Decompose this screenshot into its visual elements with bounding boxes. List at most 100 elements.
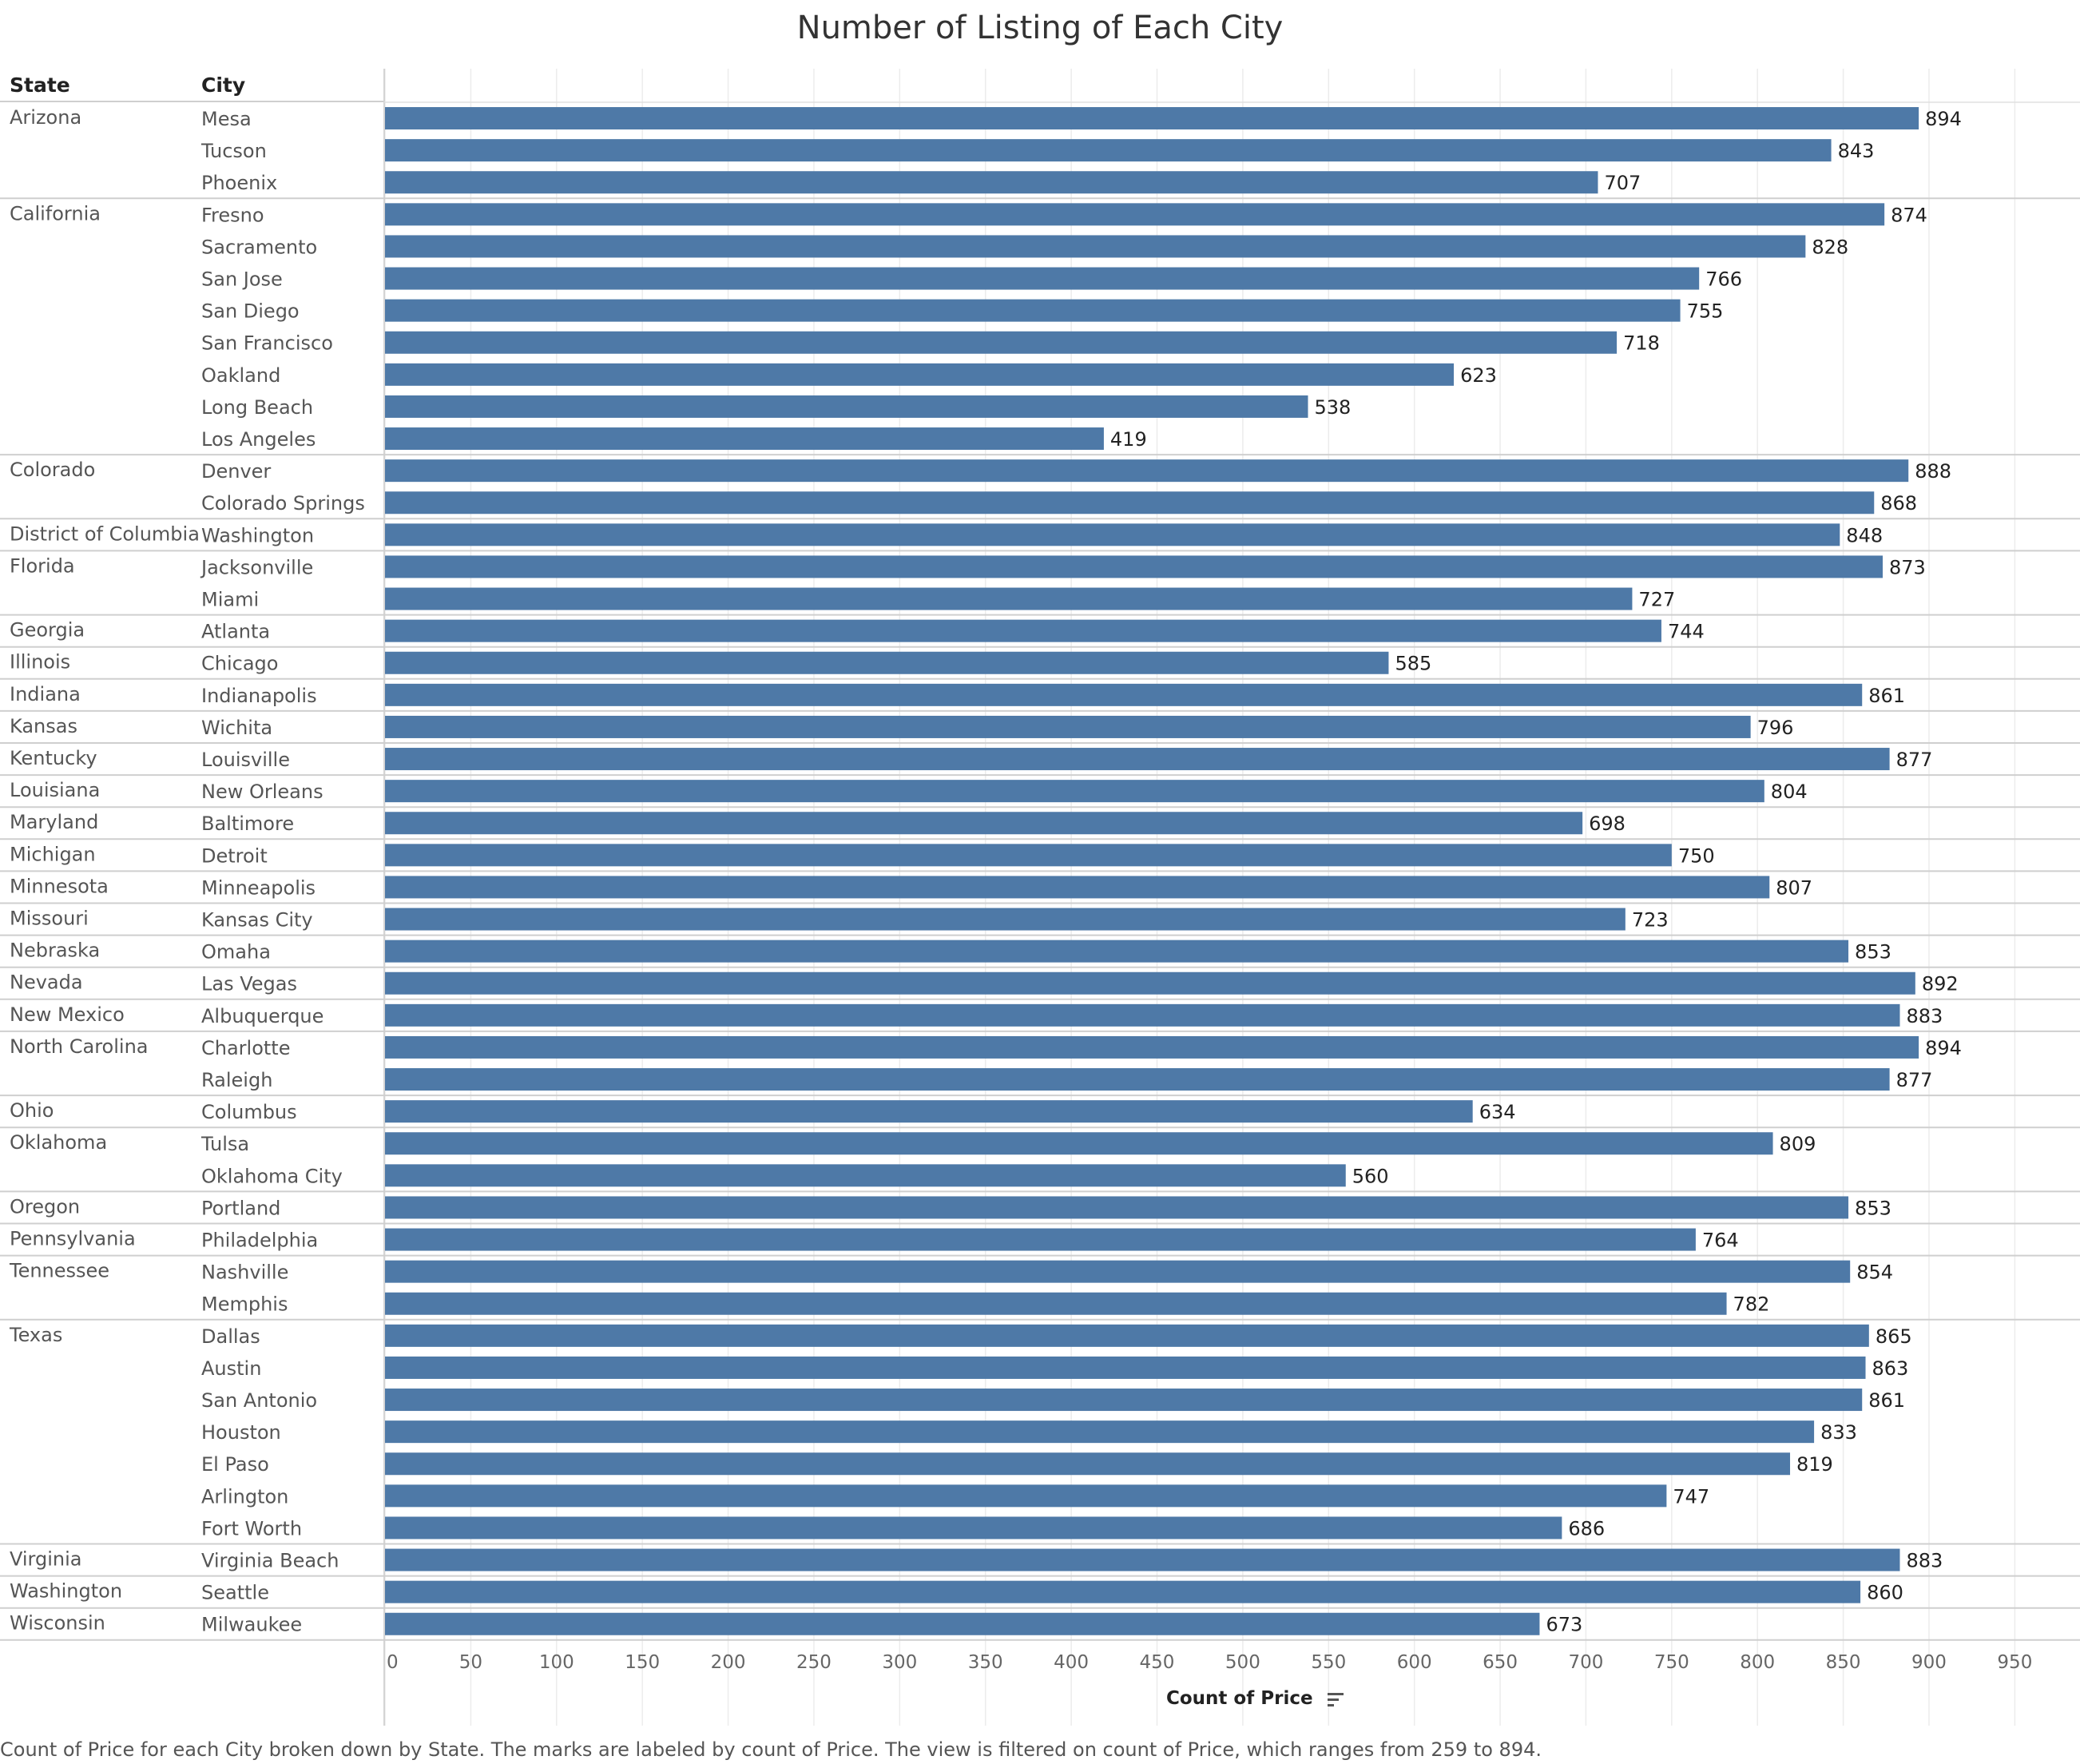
x-tick-label: 50 [459, 1652, 482, 1673]
value-label: 419 [1110, 428, 1147, 451]
bar[interactable] [385, 139, 1832, 162]
value-label: 727 [1638, 589, 1675, 611]
city-label: Raleigh [201, 1069, 272, 1091]
x-tick-label: 750 [1654, 1652, 1689, 1673]
bar[interactable] [385, 619, 1661, 642]
bar[interactable] [385, 555, 1884, 578]
bar[interactable] [385, 1612, 1540, 1635]
bar[interactable] [385, 235, 1806, 258]
bar[interactable] [385, 1484, 1667, 1508]
bar[interactable] [385, 427, 1104, 451]
value-label: 804 [1771, 781, 1808, 803]
bar[interactable] [385, 1164, 1346, 1187]
city-label: Arlington [201, 1485, 288, 1508]
state-label: New Mexico [10, 1003, 125, 1026]
value-label: 894 [1925, 108, 1962, 130]
state-label: California [10, 202, 101, 224]
sort-descending-icon[interactable] [1327, 1691, 1345, 1707]
value-label: 861 [1868, 1389, 1905, 1412]
city-label: Fresno [201, 204, 264, 226]
state-label: Nevada [10, 971, 83, 994]
bar[interactable] [385, 1292, 1727, 1315]
city-column-header: City [201, 74, 246, 97]
value-label: 782 [1733, 1293, 1770, 1316]
bar[interactable] [385, 812, 1583, 835]
state-label: Arizona [10, 106, 81, 129]
bar[interactable] [385, 331, 1618, 354]
bar[interactable] [385, 1389, 1863, 1412]
bar[interactable] [385, 1356, 1866, 1379]
x-tick-label: 0 [387, 1652, 399, 1673]
value-label: 877 [1896, 749, 1933, 771]
bar[interactable] [385, 748, 1890, 771]
bar[interactable] [385, 1132, 1773, 1155]
city-label: Minneapolis [201, 876, 316, 899]
city-label: Miami [201, 589, 259, 611]
x-tick-label: 300 [882, 1652, 917, 1673]
city-label: Chicago [201, 653, 278, 675]
bar[interactable] [385, 299, 1681, 322]
bar[interactable] [385, 1228, 1696, 1251]
city-label: El Paso [201, 1453, 269, 1476]
bar[interactable] [385, 1003, 1900, 1027]
bar[interactable] [385, 1035, 1919, 1059]
bar[interactable] [385, 1580, 1861, 1603]
bar[interactable] [385, 1068, 1890, 1091]
x-tick-label: 200 [711, 1652, 746, 1673]
bar[interactable] [385, 1452, 1791, 1476]
city-label: Baltimore [201, 812, 294, 835]
bar[interactable] [385, 1196, 1849, 1219]
bar[interactable] [385, 844, 1672, 867]
bar[interactable] [385, 715, 1751, 738]
x-axis-title: Count of Price [1166, 1688, 1313, 1709]
bar[interactable] [385, 171, 1598, 194]
x-tick-label: 500 [1225, 1652, 1260, 1673]
bar[interactable] [385, 1260, 1851, 1283]
bar[interactable] [385, 267, 1700, 290]
bar[interactable] [385, 651, 1389, 674]
x-axis-title-wrap[interactable]: Count of Price [1166, 1688, 1345, 1709]
x-tick-label: 700 [1568, 1652, 1603, 1673]
bar[interactable] [385, 971, 1915, 995]
value-label: 723 [1632, 909, 1669, 932]
value-label: 877 [1896, 1069, 1933, 1091]
bar[interactable] [385, 1420, 1815, 1444]
x-tick-label: 650 [1483, 1652, 1518, 1673]
city-label: Indianapolis [201, 685, 317, 707]
x-tick-label: 900 [1911, 1652, 1947, 1673]
bar[interactable] [385, 1548, 1900, 1571]
value-label: 894 [1925, 1037, 1962, 1059]
value-label: 747 [1673, 1485, 1709, 1508]
value-label: 853 [1855, 1197, 1891, 1219]
state-label: Indiana [10, 683, 81, 705]
bar[interactable] [385, 1516, 1562, 1540]
bar[interactable] [385, 1324, 1869, 1347]
value-label: 861 [1868, 685, 1905, 707]
bar[interactable] [385, 587, 1633, 610]
x-tick-label: 550 [1311, 1652, 1346, 1673]
value-label: 673 [1546, 1614, 1582, 1636]
bar[interactable] [385, 1100, 1473, 1123]
bar[interactable] [385, 395, 1308, 418]
city-label: Austin [201, 1357, 261, 1380]
state-label: Maryland [10, 811, 98, 833]
bar[interactable] [385, 780, 1764, 803]
city-label: Milwaukee [201, 1614, 302, 1636]
state-label: District of Columbia [10, 522, 200, 545]
bar[interactable] [385, 363, 1455, 386]
bar[interactable] [385, 908, 1625, 931]
bar[interactable] [385, 876, 1770, 899]
bar[interactable] [385, 203, 1885, 226]
bar[interactable] [385, 940, 1849, 963]
state-label: Pennsylvania [10, 1228, 136, 1250]
state-label: Kansas [10, 715, 77, 737]
state-label: Michigan [10, 843, 96, 865]
bar[interactable] [385, 459, 1909, 483]
bar[interactable] [385, 523, 1840, 546]
bar[interactable] [385, 683, 1863, 706]
city-label: Mesa [201, 108, 252, 130]
bar[interactable] [385, 491, 1875, 514]
value-label: 809 [1780, 1133, 1816, 1155]
bar[interactable] [385, 107, 1919, 130]
city-label: Long Beach [201, 396, 313, 419]
